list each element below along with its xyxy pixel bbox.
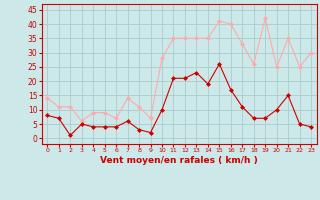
X-axis label: Vent moyen/en rafales ( km/h ): Vent moyen/en rafales ( km/h ) xyxy=(100,156,258,165)
